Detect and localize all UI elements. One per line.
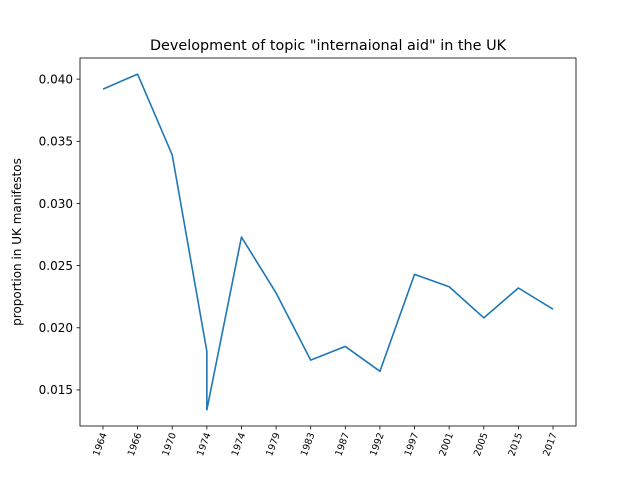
x-tick-label: 1979 [264,431,283,457]
y-tick-label: 0.020 [39,321,73,335]
y-axis-label: proportion in UK manifestos [10,158,24,326]
plot-area: 1964 1966 1970 1974 1974 1979 1983 1987 1992 1997… [39,72,560,457]
x-tick-label: 2005 [472,431,491,457]
y-tick-label: 0.035 [39,135,73,149]
x-tick-label: 1997 [403,431,422,457]
x-tick-label: 1970 [160,431,179,457]
chart-title: Development of topic "internaional aid" … [150,38,507,54]
y-tick-label: 0.030 [39,197,73,211]
x-tick-label: 1966 [126,431,145,457]
x-tick-label: 2017 [541,431,560,457]
y-tick-label: 0.015 [39,383,73,397]
x-tick-label: 1974 [230,431,249,457]
y-tick-label: 0.025 [39,259,73,273]
plot-frame [79,57,577,427]
x-tick-label: 1983 [299,431,318,457]
x-tick-label: 1964 [91,431,110,457]
x-tick-label: 2001 [437,431,456,457]
x-tick-label: 1974 [195,431,214,457]
x-tick-label: 2015 [507,431,526,457]
y-tick-label: 0.040 [39,72,73,86]
series-line [102,73,554,411]
x-tick-label: 1987 [334,431,353,457]
x-tick-label: 1992 [368,431,387,457]
